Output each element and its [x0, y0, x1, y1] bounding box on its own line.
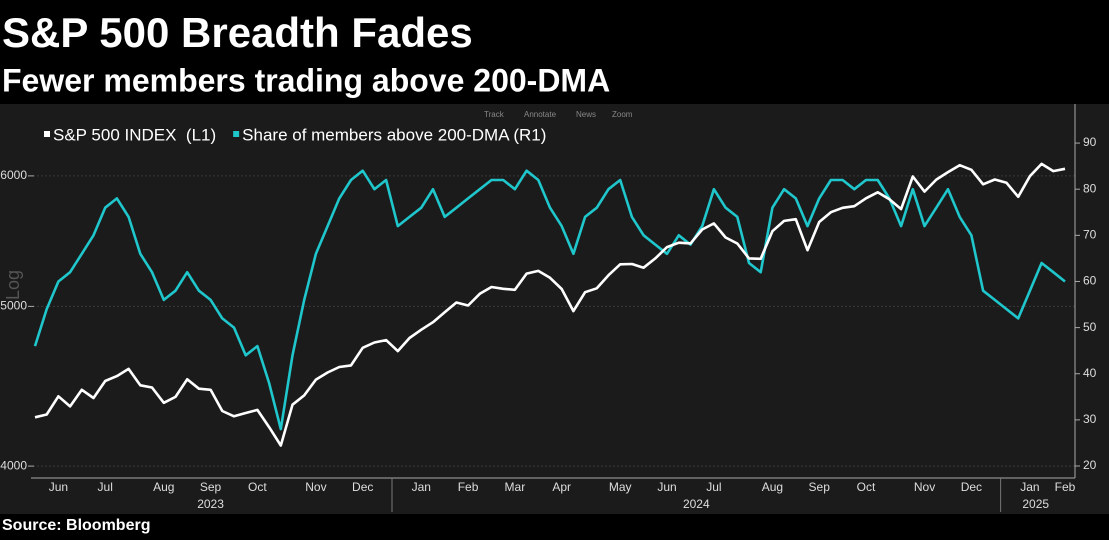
x-tick-label: Feb — [1055, 480, 1076, 494]
x-tick-label: Jan — [1020, 480, 1039, 494]
series-line — [34, 162, 1066, 447]
x-year-label: 2023 — [197, 497, 224, 511]
y2-tick-label: 70 — [1083, 228, 1097, 242]
toolbar-button[interactable]: News — [576, 110, 596, 119]
x-tick-label: Jul — [706, 480, 721, 494]
plot-panel — [0, 104, 1109, 514]
chart-title: S&P 500 Breadth Fades — [2, 9, 473, 56]
x-year-label: 2024 — [683, 497, 710, 511]
x-tick-label: Oct — [857, 480, 876, 494]
source: Source: Bloomberg — [2, 517, 150, 534]
toolbar-button[interactable]: Annotate — [524, 110, 557, 119]
legend-swatch — [44, 131, 50, 137]
y2-tick-label: 30 — [1083, 412, 1097, 426]
toolbar-button[interactable]: Track — [484, 110, 505, 119]
x-tick-label: Nov — [305, 480, 326, 494]
x-tick-label: Sep — [200, 480, 222, 494]
y-scale-label: Log — [3, 270, 23, 300]
x-tick-label: May — [609, 480, 632, 494]
chart-subtitle: Fewer members trading above 200-DMA — [2, 62, 610, 98]
y2-tick-label: 90 — [1083, 135, 1097, 149]
y-tick-label: 6000 — [0, 168, 27, 182]
y2-tick-label: 50 — [1083, 320, 1097, 334]
x-tick-label: Apr — [552, 480, 571, 494]
x-tick-label: Mar — [505, 480, 526, 494]
y2-tick-label: 40 — [1083, 366, 1097, 380]
y-tick-label: 5000 — [0, 299, 27, 313]
x-tick-label: Jun — [49, 480, 68, 494]
y2-tick-label: 20 — [1083, 458, 1097, 472]
x-tick-label: Jun — [657, 480, 676, 494]
x-tick-label: Jul — [98, 480, 113, 494]
legend-swatch — [233, 131, 240, 137]
x-tick-label: Dec — [961, 480, 982, 494]
x-tick-label: Feb — [458, 480, 479, 494]
x-tick-label: Aug — [153, 480, 174, 494]
x-tick-label: Oct — [248, 480, 267, 494]
legend-label: Share of members above 200-DMA (R1) — [242, 125, 546, 144]
x-tick-label: Sep — [809, 480, 831, 494]
series-line — [33, 169, 1066, 431]
x-tick-label: Nov — [914, 480, 935, 494]
x-tick-label: Jan — [412, 480, 431, 494]
toolbar-button[interactable]: Zoom — [612, 110, 633, 119]
x-year-label: 2025 — [1022, 497, 1049, 511]
legend-label: S&P 500 INDEX (L1) — [53, 125, 216, 144]
y2-tick-label: 60 — [1083, 274, 1097, 288]
y2-tick-label: 80 — [1083, 181, 1097, 195]
y-tick-label: 4000 — [0, 458, 27, 472]
x-tick-label: Aug — [762, 480, 783, 494]
x-tick-label: Dec — [352, 480, 373, 494]
